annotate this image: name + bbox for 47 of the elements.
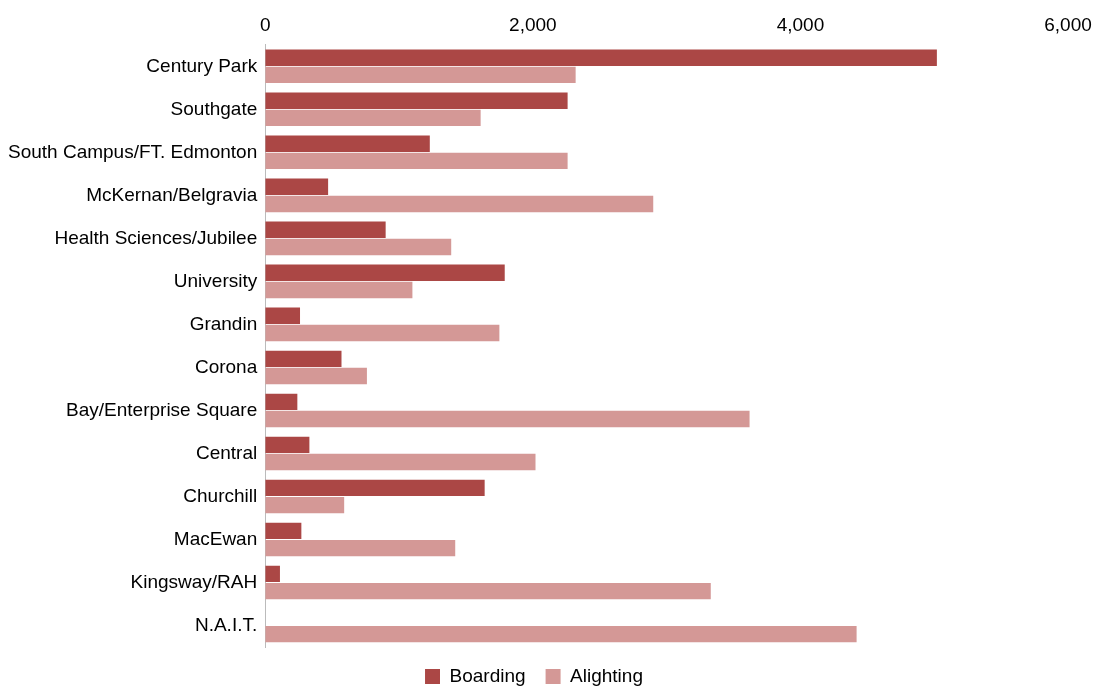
x-tick-label: 0 xyxy=(259,13,271,35)
x-tick-label: 4,000 xyxy=(776,13,825,35)
bar xyxy=(265,625,857,643)
y-tick-label: Century Park xyxy=(146,54,258,76)
legend-label: Boarding xyxy=(449,664,526,686)
y-tick-label: Corona xyxy=(194,355,258,377)
bar xyxy=(265,221,386,238)
y-tick-label: Health Sciences/Jubilee xyxy=(54,226,258,248)
legend-label: Alighting xyxy=(570,664,643,686)
y-tick-label: Churchill xyxy=(183,484,258,506)
bar xyxy=(265,410,750,428)
y-tick-label: Bay/Enterprise Square xyxy=(66,398,258,420)
y-tick-label: McKernan/Belgravia xyxy=(86,183,258,205)
bar xyxy=(265,178,329,195)
bar xyxy=(265,539,456,557)
bar xyxy=(265,453,536,471)
y-tick-label: University xyxy=(173,269,258,291)
bar xyxy=(265,281,413,299)
y-tick-label: Kingsway/RAH xyxy=(130,570,258,592)
x-tick-label: 2,000 xyxy=(509,13,557,35)
y-tick-label: Grandin xyxy=(189,312,258,334)
bar xyxy=(265,324,500,342)
y-tick-label: Central xyxy=(195,441,258,463)
bar xyxy=(265,49,937,66)
bar xyxy=(265,522,302,540)
x-tick-label: 6,000 xyxy=(1044,13,1092,35)
bar xyxy=(265,195,654,213)
bar xyxy=(265,565,280,583)
bar xyxy=(265,350,342,367)
y-tick-label: N.A.I.T. xyxy=(194,613,258,635)
bar xyxy=(265,393,298,410)
bar xyxy=(265,238,452,256)
bar xyxy=(265,152,568,170)
bar xyxy=(265,92,568,109)
y-tick-label: South Campus/FT. Edmonton xyxy=(7,140,258,162)
bar xyxy=(265,264,505,281)
bar xyxy=(265,479,485,497)
bar xyxy=(265,367,367,385)
bar xyxy=(265,307,301,324)
y-tick-label: MacEwan xyxy=(173,527,258,549)
y-tick-label: Southgate xyxy=(170,97,258,119)
bar xyxy=(265,66,576,84)
bar xyxy=(265,436,310,454)
bar xyxy=(265,109,481,127)
bar xyxy=(265,582,711,600)
bar xyxy=(265,135,430,152)
bar xyxy=(265,496,345,514)
